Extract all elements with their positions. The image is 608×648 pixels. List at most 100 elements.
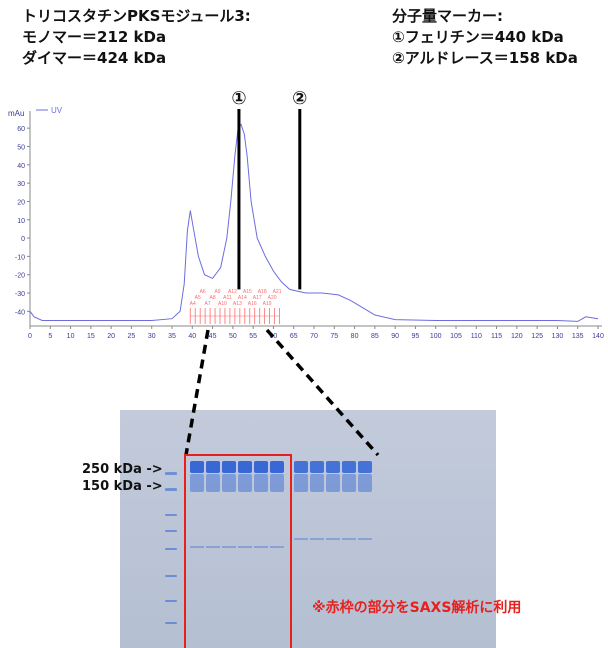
y-tick-label: -30 xyxy=(15,291,25,298)
gel-band-lower xyxy=(326,538,340,540)
protein-title: トリコスタチンPKSモジュール3: xyxy=(22,7,251,25)
legend-label: UV xyxy=(51,106,63,115)
fraction-label: A19 xyxy=(263,301,272,307)
gel-band-lower xyxy=(238,546,252,548)
gel-band-upper xyxy=(270,461,284,473)
marker-ferritin: ①フェリチン＝440 kDa xyxy=(392,28,564,46)
x-tick-label: 120 xyxy=(511,333,523,340)
gel-band-upper xyxy=(358,461,372,473)
fraction-label: A7 xyxy=(205,301,211,307)
fraction-label: A16 xyxy=(248,301,257,307)
x-tick-label: 130 xyxy=(552,333,564,340)
x-tick-label: 100 xyxy=(430,333,442,340)
gel-band-upper xyxy=(342,461,356,473)
gel-band-smear xyxy=(254,474,268,492)
gel-band-smear xyxy=(342,474,356,492)
fraction-label: A14 xyxy=(238,295,247,301)
gel-band-smear xyxy=(326,474,340,492)
x-tick-label: 10 xyxy=(67,333,75,340)
gel-band-lower xyxy=(358,538,372,540)
fraction-label: A20 xyxy=(268,295,277,301)
fraction-label: A4 xyxy=(190,301,196,307)
x-tick-label: 80 xyxy=(351,333,359,340)
gel-band-lower xyxy=(222,546,236,548)
gel-band-smear xyxy=(238,474,252,492)
x-tick-label: 25 xyxy=(128,333,136,340)
fraction-label: A8 xyxy=(210,295,216,301)
marker-info: 分子量マーカー: ①フェリチン＝440 kDa ②アルドレース＝158 kDa xyxy=(392,6,578,69)
monomer-mass: モノマー＝212 kDa xyxy=(22,28,167,46)
saxs-note: ※赤枠の部分をSAXS解析に利用 xyxy=(312,600,522,616)
fraction-label: A5 xyxy=(195,295,201,301)
y-tick-label: 0 xyxy=(21,236,25,243)
x-tick-label: 20 xyxy=(107,333,115,340)
dimer-mass: ダイマー＝424 kDa xyxy=(22,49,167,67)
gel-band-lower xyxy=(342,538,356,540)
gel-band-smear xyxy=(358,474,372,492)
x-tick-label: 40 xyxy=(188,333,196,340)
x-tick-label: 30 xyxy=(148,333,156,340)
fraction-start-connector xyxy=(184,329,210,456)
y-tick-label: 50 xyxy=(17,144,25,151)
fraction-label: A6 xyxy=(200,289,206,295)
ladder-band xyxy=(165,488,177,491)
x-tick-label: 65 xyxy=(290,333,298,340)
y-tick-label: 60 xyxy=(17,126,25,133)
protein-info: トリコスタチンPKSモジュール3: モノマー＝212 kDa ダイマー＝424 … xyxy=(22,6,251,69)
x-tick-label: 70 xyxy=(310,333,318,340)
x-tick-label: 115 xyxy=(491,333,502,340)
gel-band-smear xyxy=(206,474,220,492)
gel-image xyxy=(120,410,496,648)
fraction-label: A17 xyxy=(253,295,262,301)
x-tick-label: 35 xyxy=(168,333,176,340)
gel-band-upper xyxy=(294,461,308,473)
gel-band-lower xyxy=(206,546,220,548)
gel-band-smear xyxy=(222,474,236,492)
y-tick-label: -10 xyxy=(15,254,25,261)
y-tick-label: -20 xyxy=(15,273,25,280)
fraction-label: A21 xyxy=(273,289,282,295)
y-tick-label: 10 xyxy=(17,218,25,225)
x-tick-label: 105 xyxy=(450,333,462,340)
fraction-label: A18 xyxy=(258,289,267,295)
x-tick-label: 110 xyxy=(471,333,482,340)
ladder-band xyxy=(165,514,177,516)
ladder-label-150: 150 kDa -> xyxy=(82,479,163,494)
ladder-band xyxy=(165,548,177,550)
gel-band-lower xyxy=(310,538,324,540)
gel-band-upper xyxy=(222,461,236,473)
y-tick-label: 20 xyxy=(17,199,25,206)
y-tick-label: -40 xyxy=(15,309,25,316)
fraction-end-connector xyxy=(265,328,380,457)
gel-band-smear xyxy=(270,474,284,492)
x-tick-label: 75 xyxy=(330,333,338,340)
x-tick-label: 90 xyxy=(391,333,399,340)
marker-aldolase: ②アルドレース＝158 kDa xyxy=(392,49,578,67)
x-tick-label: 15 xyxy=(87,333,95,340)
x-tick-label: 140 xyxy=(592,333,604,340)
marker-title: 分子量マーカー: xyxy=(392,7,503,25)
y-tick-label: 30 xyxy=(17,181,25,188)
ladder-band xyxy=(165,622,177,624)
y-tick-label: 40 xyxy=(17,163,25,170)
ladder-band xyxy=(165,575,177,577)
marker-label-1: ① xyxy=(231,88,246,109)
gel-band-smear xyxy=(310,474,324,492)
gel-band-upper xyxy=(238,461,252,473)
fraction-label: A11 xyxy=(223,295,232,301)
fraction-label: A9 xyxy=(214,289,220,295)
gel-band-upper xyxy=(254,461,268,473)
gel-band-upper xyxy=(206,461,220,473)
x-tick-label: 55 xyxy=(249,333,257,340)
y-axis-label: mAu xyxy=(8,109,24,118)
x-tick-label: 45 xyxy=(209,333,217,340)
gel-band-upper xyxy=(310,461,324,473)
x-tick-label: 50 xyxy=(229,333,237,340)
fraction-label: A15 xyxy=(243,289,252,295)
x-tick-label: 135 xyxy=(572,333,584,340)
gel-band-lower xyxy=(294,538,308,540)
ladder-band xyxy=(165,530,177,532)
gel-band-smear xyxy=(190,474,204,492)
uv-trace xyxy=(29,123,599,322)
